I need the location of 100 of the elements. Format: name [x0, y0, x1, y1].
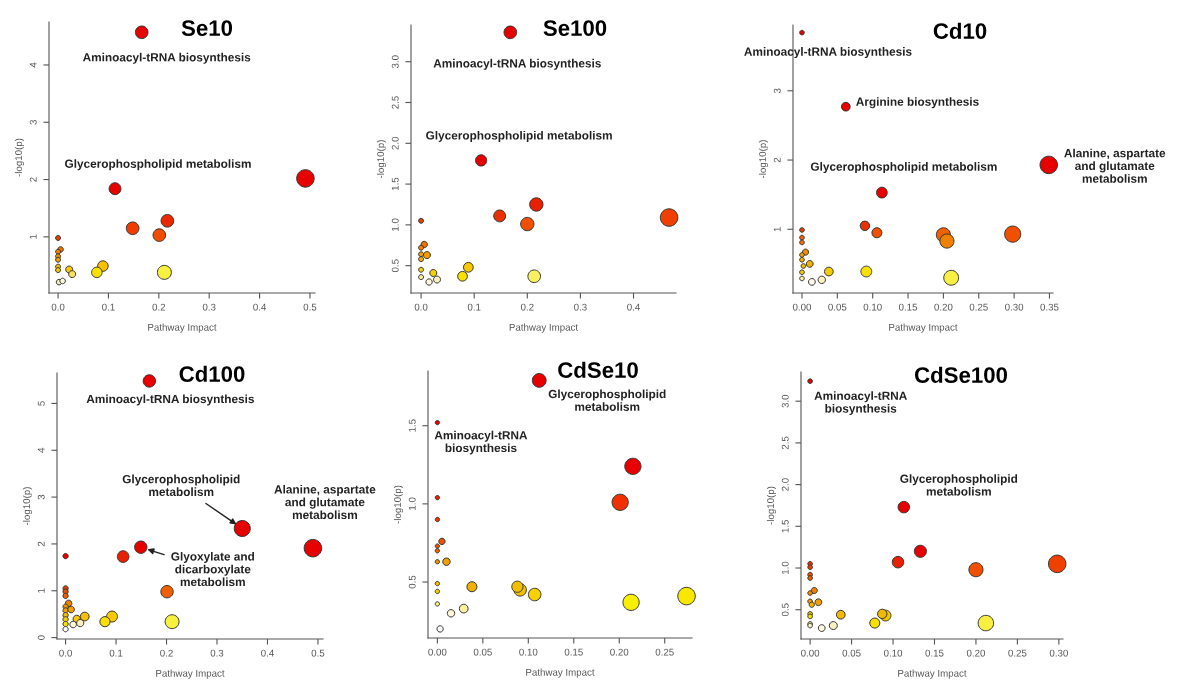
annotation: Aminoacyl-tRNA biosynthesis	[434, 430, 528, 455]
annotation: Glyoxylate and dicarboxylate metabolism	[171, 551, 255, 587]
y-tick-label: 1.0	[408, 497, 416, 510]
y-tick-label: 1	[29, 234, 37, 239]
chart-title: Se10	[181, 20, 233, 36]
annotation: Aminoacyl-tRNA biosynthesis	[86, 394, 254, 406]
x-tick-label: 0.15	[898, 303, 918, 311]
x-axis-title: Pathway Impact	[898, 669, 967, 679]
x-tick-label: 0.1	[102, 303, 115, 311]
chart-title: Cd10	[933, 22, 987, 39]
x-axis-title: Pathway Impact	[156, 669, 225, 679]
x-tick-label: 0.3	[574, 303, 587, 311]
y-tick-label: 0	[37, 635, 45, 640]
annotation: Glycerophospholipid metabolism	[426, 130, 612, 142]
y-tick-label: 2	[773, 157, 781, 163]
x-tick-label: 0.5	[311, 649, 325, 657]
x-axis-title: Pathway Impact	[509, 323, 579, 333]
y-tick-label: 3	[29, 119, 37, 125]
annotation: Aminoacyl-tRNA biosynthesis	[744, 47, 912, 59]
x-tick-label: 0.30	[1005, 303, 1024, 311]
annotation: Glycerophospholipid metabolism	[810, 162, 997, 174]
y-axis-title: -log10(p)	[393, 485, 403, 524]
x-tick-label: 0.2	[520, 303, 534, 311]
x-tick-label: 0.05	[473, 648, 492, 656]
y-tick-label: 2	[37, 541, 45, 547]
y-tick-label: 3	[773, 88, 781, 94]
x-tick-label: 0.0	[51, 303, 65, 311]
y-tick-label: 1.5	[391, 177, 399, 191]
x-tick-label: 0.25	[1008, 649, 1027, 657]
y-tick-label: 2	[29, 177, 37, 182]
y-axis-title: -log10(p)	[766, 486, 776, 525]
x-tick-label: 0.15	[925, 649, 944, 657]
x-tick-label: 0.1	[467, 303, 481, 311]
x-tick-label: 0.20	[610, 648, 629, 656]
y-tick-label: 2.5	[781, 436, 789, 450]
y-axis-title: -log10(p)	[22, 487, 32, 526]
y-tick-label: 1.5	[408, 419, 416, 432]
x-tick-label: 0.4	[253, 303, 267, 311]
x-tick-label: 0.10	[883, 649, 903, 657]
chart-title: Cd100	[179, 365, 245, 382]
x-tick-label: 0.20	[934, 303, 953, 311]
y-tick-label: 1.0	[781, 561, 789, 575]
chart-title: CdSe10	[558, 361, 638, 378]
annotation: Aminoacyl-tRNA biosynthesis	[433, 58, 601, 70]
annotation: Arginine biosynthesis	[856, 97, 979, 109]
y-tick-label: 2.0	[391, 136, 399, 150]
x-tick-label: 0.00	[428, 648, 447, 656]
x-tick-label: 0.4	[261, 649, 274, 657]
annotation: Aminoacyl-tRNA biosynthesis	[814, 391, 907, 416]
y-tick-label: 1.0	[391, 218, 399, 231]
x-tick-label: 0.25	[969, 303, 988, 311]
chart-title: Se100	[543, 20, 607, 36]
annotation: Alanine, aspartate and glutamate metabolism	[1064, 148, 1166, 183]
annotation: Alanine, aspartate and glutamate metabolism	[274, 484, 376, 520]
x-tick-label: 0.05	[828, 303, 847, 311]
x-tick-label: 0.0	[414, 303, 428, 311]
x-tick-label: 0.15	[564, 648, 583, 656]
y-tick-label: 2.5	[391, 96, 399, 109]
x-axis-title: Pathway Impact	[148, 323, 217, 333]
x-tick-label: 0.4	[627, 303, 640, 311]
x-tick-label: 0.3	[210, 649, 224, 657]
chart-title: CdSe100	[914, 366, 1008, 383]
y-tick-label: 3.0	[391, 55, 399, 69]
y-tick-label: 0.5	[781, 603, 789, 617]
annotation: Glycerophospholipid metabolism	[65, 159, 251, 171]
x-tick-label: 0.2	[160, 649, 173, 657]
x-tick-label: 0.35	[1040, 303, 1059, 311]
x-tick-label: 0.1	[109, 649, 123, 657]
annotation: Glycerophospholipid metabolism	[548, 389, 666, 411]
annotation: Glycerophospholipid metabolism	[900, 474, 1018, 496]
x-axis-title: Pathway Impact	[526, 668, 595, 678]
y-axis-title: -log10(p)	[758, 140, 768, 179]
x-tick-label: 0.10	[519, 648, 538, 656]
annotation: Glycerophospholipid metabolism	[122, 474, 240, 497]
y-tick-label: 3	[37, 494, 45, 500]
y-axis-title: -log10(p)	[376, 140, 386, 179]
annotation: Aminoacyl-tRNA biosynthesis	[82, 52, 251, 64]
x-tick-label: 0.05	[842, 649, 861, 657]
x-tick-label: 0.5	[303, 303, 317, 311]
y-tick-label: 2.0	[781, 478, 789, 491]
y-tick-label: 5	[37, 401, 45, 406]
y-tick-label: 1	[773, 227, 781, 232]
x-tick-label: 0.00	[792, 303, 812, 311]
x-tick-label: 0.25	[655, 648, 674, 656]
x-tick-label: 0.3	[202, 303, 216, 311]
x-tick-label: 0.0	[59, 649, 72, 657]
x-tick-label: 0.2	[152, 303, 166, 311]
y-axis-title: -log10(p)	[14, 138, 24, 177]
x-tick-label: 0.10	[863, 303, 882, 311]
y-tick-label: 4	[37, 447, 45, 453]
y-tick-label: 4	[29, 62, 37, 68]
x-tick-label: 0.20	[966, 649, 986, 657]
x-axis-title: Pathway Impact	[889, 323, 958, 333]
y-tick-label: 0.5	[408, 575, 416, 589]
y-tick-label: 3.0	[781, 394, 789, 408]
x-tick-label: 0.30	[1049, 649, 1068, 657]
y-tick-label: 1	[37, 588, 45, 593]
y-tick-label: 1.5	[781, 519, 789, 533]
x-tick-label: 0.00	[801, 649, 820, 657]
y-tick-label: 0.5	[391, 259, 399, 273]
